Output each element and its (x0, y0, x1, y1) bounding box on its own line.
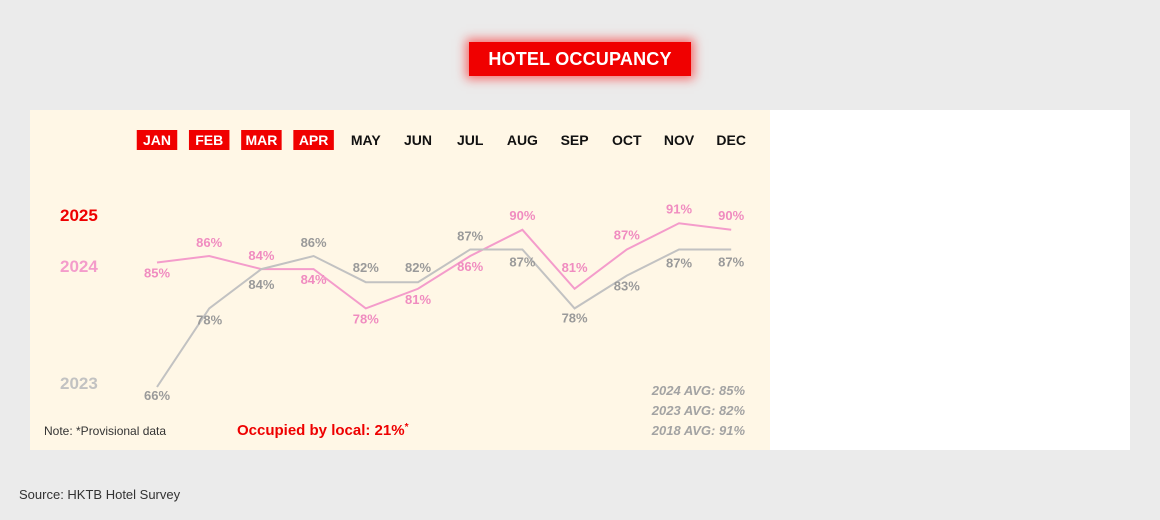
data-label-2024-jan: 85% (144, 266, 170, 281)
data-label-2023-jun: 82% (405, 260, 431, 275)
data-label-2023-feb: 78% (196, 312, 222, 327)
year-legend: 2025 2024 2023 (60, 206, 98, 393)
data-label-2023-jul: 87% (457, 228, 483, 243)
data-label-2023-aug: 87% (509, 254, 535, 269)
series-line-2024 (156, 222, 732, 310)
local-occupancy-value: Occupied by local: 21% (237, 422, 405, 439)
data-label-2023-nov: 87% (666, 255, 692, 270)
average-label-0: 2024 AVG: 85% (651, 383, 746, 398)
series-lines (156, 222, 732, 388)
series-line-2023 (156, 248, 732, 388)
month-highlight-mar (241, 130, 282, 150)
blank-panel (770, 110, 1130, 450)
chart-panel (30, 110, 770, 450)
month-label-nov: NOV (664, 132, 695, 148)
data-label-2024-may: 78% (353, 311, 379, 326)
data-label-2024-mar: 84% (248, 248, 274, 263)
data-label-2024-aug: 90% (509, 208, 535, 223)
month-label-aug: AUG (507, 132, 538, 148)
month-label-feb: FEB (195, 132, 223, 148)
average-label-2: 2018 AVG: 91% (651, 423, 746, 438)
data-label-2023-jan: 66% (144, 388, 170, 403)
data-label-2024-feb: 86% (196, 235, 222, 250)
data-label-2024-jul: 86% (457, 259, 483, 274)
month-label-jul: JUL (457, 132, 484, 148)
local-occupancy-asterisk: * (405, 422, 409, 433)
source-text: Source: HKTB Hotel Survey (19, 487, 181, 502)
data-label-2023-apr: 86% (301, 235, 327, 250)
average-label-1: 2023 AVG: 82% (651, 403, 746, 418)
data-label-2023-may: 82% (353, 260, 379, 275)
month-highlight-apr (293, 130, 334, 150)
month-highlight-feb (188, 130, 230, 150)
month-label-dec: DEC (716, 132, 746, 148)
month-label-oct: OCT (612, 132, 642, 148)
data-label-2024-apr: 84% (301, 272, 327, 287)
month-label-jan: JAN (143, 132, 171, 148)
month-label-apr: APR (299, 132, 329, 148)
data-label-2024-dec: 90% (718, 208, 744, 223)
legend-2024: 2024 (60, 257, 98, 276)
data-label-2023-oct: 83% (614, 279, 640, 294)
month-label-sep: SEP (561, 132, 589, 148)
data-label-2024-jun: 81% (405, 292, 431, 307)
month-label-jun: JUN (404, 132, 432, 148)
data-label-2023-dec: 87% (718, 254, 744, 269)
local-occupancy-label: Occupied by local: 21%* (237, 422, 409, 439)
data-label-2024-nov: 91% (666, 201, 692, 216)
provisional-note: Note: *Provisional data (44, 424, 166, 438)
data-labels: 85% 86% 84% 84% 78% 81% 86% 90% 81% 87% 91% 90% 66% 7… (144, 201, 745, 403)
legend-2023: 2023 (60, 374, 98, 393)
data-label-2023-sep: 78% (562, 310, 588, 325)
averages-block: 2024 AVG: 85% 2023 AVG: 82% 2018 AVG: 91% (651, 383, 746, 438)
data-label-2023-mar: 84% (248, 277, 274, 292)
month-label-may: MAY (351, 132, 381, 148)
chart-title: HOTEL OCCUPANCY (469, 42, 691, 76)
month-axis: JAN FEB MAR APR MAY JUN JUL AUG SEP OCT NOV DEC (136, 130, 746, 150)
data-label-2024-sep: 81% (562, 260, 588, 275)
month-label-mar: MAR (245, 132, 277, 148)
data-label-2024-oct: 87% (614, 227, 640, 242)
legend-2025: 2025 (60, 206, 98, 225)
month-highlight-jan (136, 130, 178, 150)
